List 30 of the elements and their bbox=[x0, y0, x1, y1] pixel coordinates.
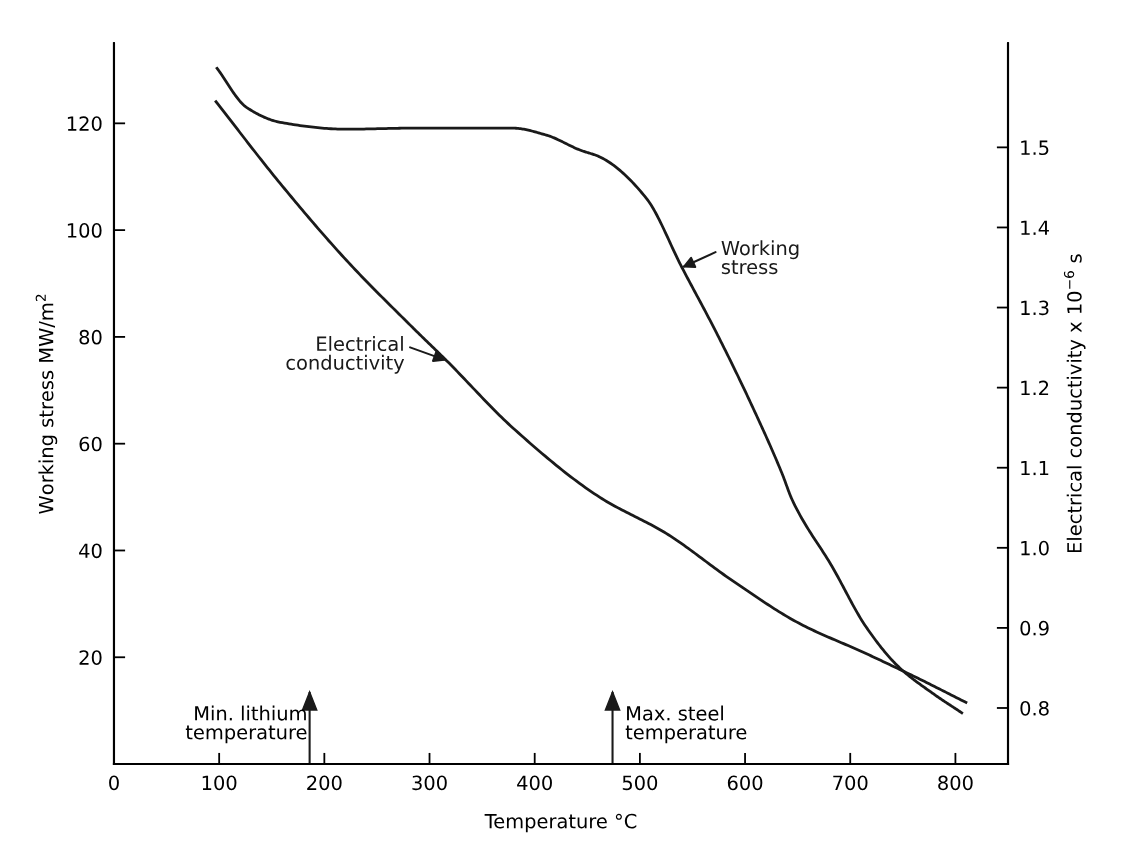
y2-tick-label: 1.3 bbox=[1021, 300, 1049, 316]
y-tick-label: 20 bbox=[79, 650, 102, 665]
y-tick-label: 120 bbox=[67, 116, 102, 131]
y-tick-label: 40 bbox=[79, 543, 102, 559]
series-label: Working stress bbox=[721, 240, 799, 275]
series-label: Electrical conductivity bbox=[286, 336, 405, 374]
y-tick-label: 60 bbox=[79, 436, 102, 452]
x-tick-label: 500 bbox=[622, 775, 658, 791]
y2-tick-label: 0.9 bbox=[1020, 620, 1049, 636]
y2-tick-label: 1.2 bbox=[1021, 380, 1049, 396]
x-tick-label: 200 bbox=[307, 775, 342, 791]
y2-tick-label: 0.8 bbox=[1020, 700, 1049, 716]
x-tick-label: 300 bbox=[412, 775, 447, 791]
x-tick-label: 700 bbox=[833, 775, 868, 791]
y2-tick-label: 1.4 bbox=[1021, 220, 1049, 235]
x-tick-label: 800 bbox=[938, 775, 973, 791]
y-tick-label: 100 bbox=[67, 223, 102, 238]
x-tick-label: 600 bbox=[727, 775, 763, 791]
y2-tick-label: 1.5 bbox=[1021, 140, 1049, 156]
x-tick-label: 100 bbox=[202, 775, 237, 791]
x-tick-label: 400 bbox=[517, 775, 552, 791]
ref-line-label: Min. lithium temperature bbox=[185, 705, 307, 744]
y2-tick-label: 1.1 bbox=[1021, 460, 1049, 476]
x-axis-title: Temperature °C bbox=[484, 813, 637, 833]
y-tick-label: 80 bbox=[79, 329, 102, 345]
y2-tick-label: 1.0 bbox=[1021, 540, 1049, 556]
y2-axis-title: Electrical conductivity x 10$^{−6}$ s bbox=[1063, 254, 1086, 553]
y-axis-title: Working stress MW/m$^{2}$ bbox=[35, 294, 58, 514]
ref-line-label: Max. steel temperature bbox=[625, 705, 747, 744]
x-tick-label: 0 bbox=[109, 775, 119, 791]
